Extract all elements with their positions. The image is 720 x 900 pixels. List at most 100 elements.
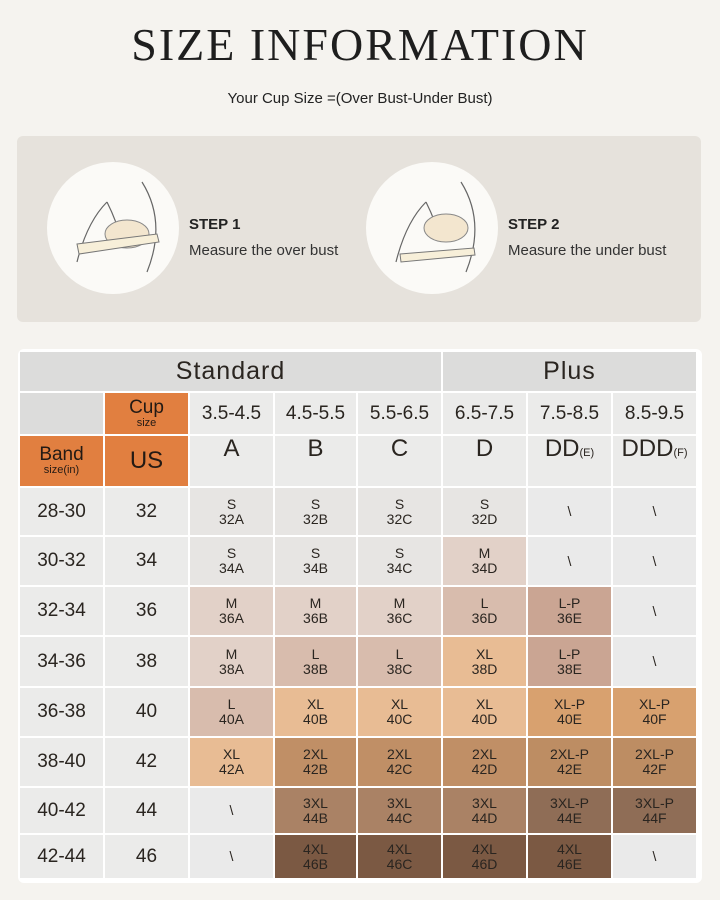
cup-range-cell: 5.5-6.5	[358, 393, 441, 434]
size-code: 46E	[557, 855, 582, 872]
band-range-cell: 42-44	[20, 835, 103, 878]
size-label: L	[395, 645, 404, 662]
size-cell: XL-P 40F	[613, 688, 696, 736]
band-range-cell: 32-34	[20, 587, 103, 635]
size-label: 4XL	[472, 840, 497, 857]
size-code: 36B	[303, 610, 328, 626]
cup-letter-cell: A	[190, 436, 273, 486]
band-range-cell: 30-32	[20, 537, 103, 585]
us-band-cell: 44	[105, 788, 188, 833]
band-range: 34-36	[37, 650, 86, 672]
size-label: L-P	[558, 595, 581, 612]
unavailable-cell: \	[190, 835, 273, 878]
cup-letter-sub: (E)	[579, 447, 595, 459]
size-code: 42C	[386, 761, 413, 777]
cup-letter: DD	[544, 435, 580, 462]
size-cell: 4XL 46B	[275, 835, 356, 878]
step-label: STEP 1	[189, 216, 241, 233]
size-cell: S 32A	[190, 488, 273, 535]
size-label: XL	[306, 696, 325, 713]
size-cell: 3XL-P 44F	[613, 788, 696, 833]
band-range: 42-44	[37, 845, 86, 867]
size-code: 44F	[642, 809, 667, 826]
group-header-label: Plus	[543, 357, 596, 386]
size-cell: XL 42A	[190, 738, 273, 786]
size-code: 38E	[557, 660, 582, 677]
size-code: 40F	[642, 711, 667, 727]
unavailable-cell: \	[528, 537, 611, 585]
size-cell: L-P 38E	[528, 637, 611, 686]
size-code: 38B	[303, 660, 328, 677]
size-code: 34C	[386, 560, 413, 576]
size-label: S	[226, 495, 237, 512]
size-label: L-P	[558, 645, 581, 662]
cup-range: 4.5-5.5	[285, 402, 346, 424]
us-band: 46	[135, 845, 158, 867]
us-band: 38	[135, 650, 158, 672]
size-cell: XL 40D	[443, 688, 526, 736]
size-cell: S 32B	[275, 488, 356, 535]
cup-range: 3.5-4.5	[201, 402, 262, 424]
cup-range-cell: 8.5-9.5	[613, 393, 696, 434]
us-label: US	[129, 447, 164, 475]
cup-range-cell: 4.5-5.5	[275, 393, 356, 434]
unavailable-cell: \	[613, 537, 696, 585]
band-range-cell: 34-36	[20, 637, 103, 686]
size-label: M	[225, 595, 238, 612]
size-label: L	[227, 696, 236, 713]
size-code: 36E	[557, 610, 582, 626]
size-cell: 4XL 46C	[358, 835, 441, 878]
cup-letter: B	[307, 435, 324, 462]
size-chart-table: Standard Plus Cup size Band size(in) US 3.5-4.5…	[18, 349, 702, 883]
empty-corner-cell	[20, 393, 103, 434]
size-label: 3XL	[303, 794, 328, 811]
band-range: 32-34	[37, 600, 86, 622]
size-cell: 3XL 44B	[275, 788, 356, 833]
band-range: 28-30	[37, 500, 86, 522]
cup-label: Cup	[129, 396, 164, 418]
size-cell: XL 40B	[275, 688, 356, 736]
step-description: Measure the under bust	[508, 242, 667, 259]
size-label: M	[478, 545, 491, 562]
size-label: \	[229, 802, 234, 819]
cup-letter: DDD	[621, 435, 674, 462]
size-cell: 4XL 46E	[528, 835, 611, 878]
size-label: \	[652, 602, 657, 619]
size-code: 40E	[557, 711, 582, 727]
unavailable-cell: \	[528, 488, 611, 535]
size-cell: L 36D	[443, 587, 526, 635]
size-code: 40A	[219, 711, 244, 727]
size-label: XL-P	[553, 696, 586, 713]
size-code: 44B	[303, 809, 328, 826]
measure-under-bust-illustration-icon	[366, 162, 498, 294]
cup-range: 5.5-6.5	[369, 402, 430, 424]
us-band: 44	[135, 799, 158, 821]
size-label: \	[567, 503, 572, 520]
size-cell: L 40A	[190, 688, 273, 736]
step-label: STEP 2	[508, 216, 560, 233]
size-label: 2XL-P	[550, 746, 589, 763]
size-label: 2XL	[387, 746, 412, 763]
size-code: 38C	[386, 660, 413, 677]
size-label: 2XL	[303, 746, 328, 763]
size-code: 38D	[471, 660, 498, 677]
size-cell: 3XL-P 44E	[528, 788, 611, 833]
measure-over-bust-illustration-icon	[47, 162, 179, 294]
unavailable-cell: \	[613, 587, 696, 635]
size-label: 4XL	[387, 840, 412, 857]
us-header: US	[105, 436, 188, 486]
size-label: L	[480, 595, 489, 612]
size-code: 44E	[557, 809, 582, 826]
cup-size-header: Cup size	[105, 393, 188, 434]
size-code: 46B	[303, 855, 328, 872]
cup-range-cell: 7.5-8.5	[528, 393, 611, 434]
cup-letter: A	[223, 435, 240, 462]
band-range-cell: 28-30	[20, 488, 103, 535]
us-band: 42	[135, 751, 158, 773]
band-range-cell: 40-42	[20, 788, 103, 833]
size-cell: S 34C	[358, 537, 441, 585]
us-band: 40	[135, 701, 158, 723]
size-label: S	[310, 545, 321, 562]
cup-letter-cell: D	[443, 436, 526, 486]
band-range: 38-40	[37, 751, 86, 773]
